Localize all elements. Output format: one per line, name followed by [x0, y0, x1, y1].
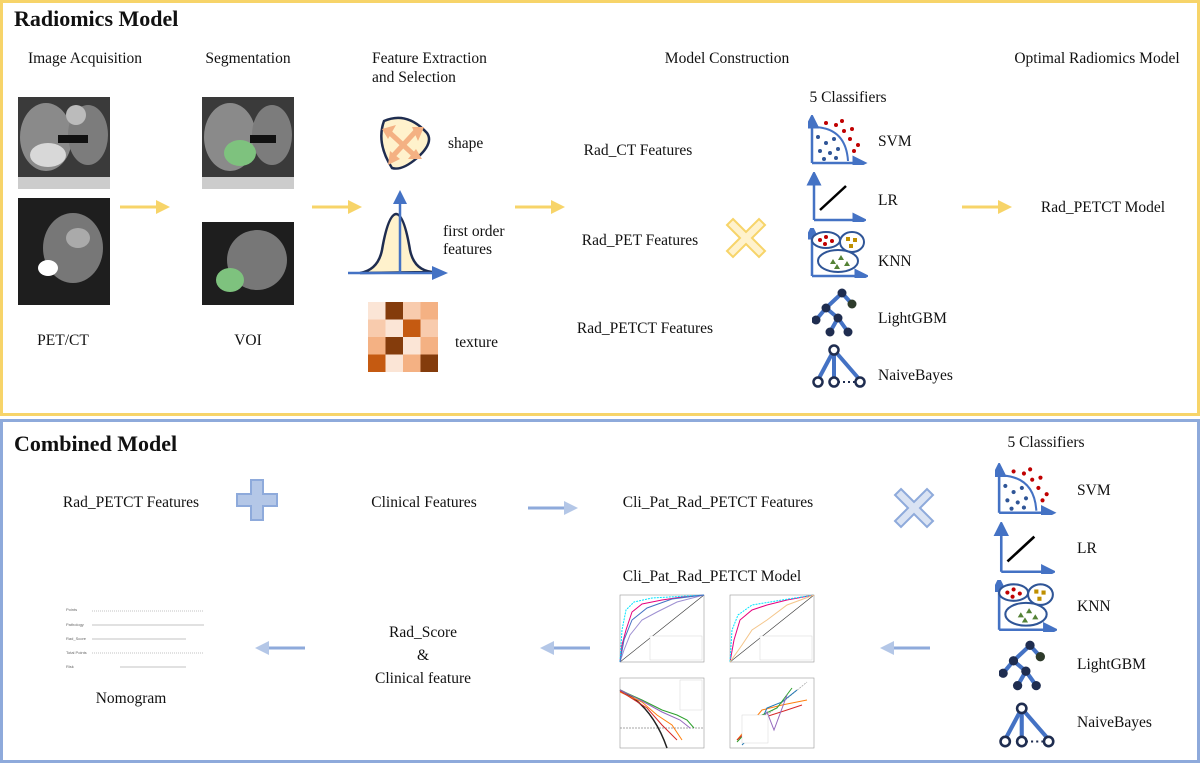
- classifier-lr: LR: [878, 192, 898, 209]
- combined-classifiers-title: 5 Classifiers: [1007, 434, 1085, 451]
- step-feature-extraction-1: Feature Extraction: [372, 50, 487, 67]
- knn-icon: [995, 580, 1057, 632]
- naivebayes-icon: [812, 342, 872, 392]
- dca-plot: [619, 677, 705, 749]
- feature-first-order-label-1: first order: [443, 223, 505, 240]
- classifier-naivebayes: NaiveBayes: [878, 367, 953, 384]
- arrow-right-icon: [962, 200, 1012, 214]
- nomogram-axes: [92, 610, 204, 668]
- lr-icon: [806, 172, 866, 222]
- step-image-acquisition: Image Acquisition: [27, 50, 143, 67]
- voi-label: VOI: [234, 332, 262, 349]
- feature-shape-label: shape: [448, 135, 484, 152]
- arrow-right-icon: [528, 501, 578, 515]
- classifier-knn: KNN: [878, 253, 912, 270]
- calibration-plot: [729, 677, 815, 749]
- cli-pat-rad-petct-features: Cli_Pat_Rad_PETCT Features: [622, 494, 814, 511]
- roc-plot-train: [619, 594, 705, 663]
- combined-classifier-naivebayes: NaiveBayes: [1077, 714, 1152, 731]
- segmented-ct-image: [202, 97, 294, 189]
- step-segmentation: Segmentation: [205, 50, 291, 67]
- feature-first-order-label-2: features: [443, 241, 493, 258]
- feature-set-rad-ct: Rad_CT Features: [583, 142, 693, 159]
- combined-classifier-lightgbm: LightGBM: [1077, 656, 1146, 673]
- petct-label: PET/CT: [37, 332, 89, 349]
- arrow-left-icon: [540, 641, 590, 655]
- ct-image: [18, 97, 110, 189]
- svm-icon: [995, 463, 1057, 515]
- radiomics-title: Radiomics Model: [14, 6, 179, 31]
- arrow-right-icon: [312, 200, 362, 214]
- histogram-distribution-icon: [348, 190, 448, 280]
- classifier-svm: SVM: [878, 133, 912, 150]
- step-model-construction: Model Construction: [664, 50, 790, 67]
- roc-plot-test: [729, 594, 815, 663]
- knn-icon: [808, 228, 868, 278]
- feature-set-rad-pet: Rad_PET Features: [581, 232, 699, 249]
- pet-image: [18, 198, 110, 305]
- arrow-left-icon: [255, 641, 305, 655]
- radiomics-model-panel: [0, 0, 1200, 416]
- svm-icon: [808, 115, 868, 165]
- cross-multiply-icon: [725, 217, 767, 259]
- shape-icon: [380, 116, 431, 170]
- feature-set-rad-petct: Rad_PETCT Features: [576, 320, 714, 337]
- classifiers-title: 5 Classifiers: [809, 89, 887, 106]
- lightgbm-icon: [999, 640, 1061, 692]
- step-optimal-model: Optimal Radiomics Model: [1014, 50, 1180, 67]
- lr-icon: [993, 522, 1055, 574]
- cli-pat-rad-petct-model: Cli_Pat_Rad_PETCT Model: [622, 568, 802, 585]
- combined-classifier-svm: SVM: [1077, 482, 1111, 499]
- arrow-right-icon: [120, 200, 170, 214]
- texture-icon: [368, 302, 438, 372]
- classifier-lightgbm: LightGBM: [878, 310, 947, 327]
- nomogram-row-label: Total Points: [66, 650, 87, 655]
- combined-classifier-knn: KNN: [1077, 598, 1111, 615]
- segmented-pet-image: [202, 222, 294, 305]
- step-feature-extraction-2: and Selection: [372, 69, 456, 86]
- clinical-features: Clinical Features: [371, 494, 477, 511]
- nomogram-row-label: Points: [66, 607, 78, 612]
- cross-multiply-icon: [893, 487, 935, 529]
- nomogram-row-label: Rad_Score: [66, 636, 87, 641]
- rad-score-label: Rad_Score: [388, 624, 458, 641]
- lightgbm-icon: [812, 288, 872, 338]
- arrow-left-icon: [880, 641, 930, 655]
- combined-model-panel: [0, 419, 1200, 763]
- model-evaluation-plots-thumbnail: [619, 594, 815, 749]
- rad-petct-model: Rad_PETCT Model: [1040, 199, 1166, 216]
- plus-icon: [236, 479, 278, 521]
- combined-title: Combined Model: [14, 431, 178, 456]
- naivebayes-icon: [999, 700, 1061, 752]
- nomogram-label: Nomogram: [95, 690, 167, 707]
- nomogram-row-label: Risk: [66, 664, 74, 669]
- rad-petct-features: Rad_PETCT Features: [62, 494, 200, 511]
- nomogram-row-label: Pathology: [66, 622, 84, 627]
- clinical-feature-label: Clinical feature: [375, 670, 471, 687]
- feature-texture-label: texture: [455, 334, 499, 351]
- arrow-right-icon: [515, 200, 565, 214]
- ampersand-label: &: [416, 647, 430, 664]
- combined-classifier-lr: LR: [1077, 540, 1097, 557]
